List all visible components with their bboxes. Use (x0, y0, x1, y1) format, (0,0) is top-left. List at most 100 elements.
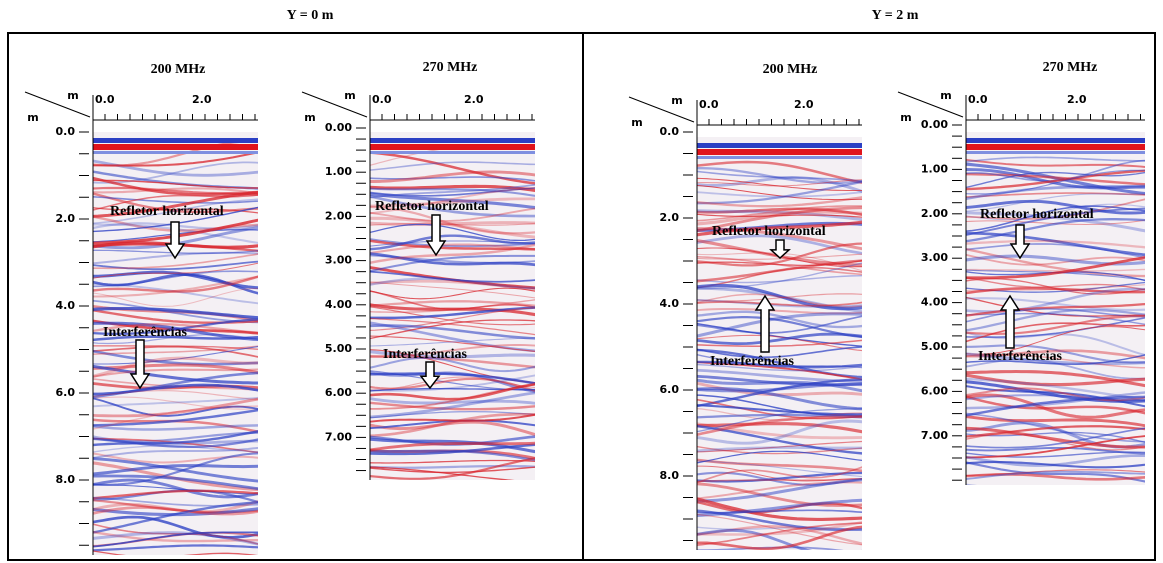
reflection (966, 203, 1145, 221)
reflection (697, 227, 862, 251)
reflection (966, 460, 1145, 469)
reflection (966, 156, 1145, 163)
reflection (370, 222, 535, 226)
reflection (966, 451, 1145, 458)
y-axis-label: m (27, 111, 38, 124)
direct-wave (93, 144, 258, 150)
reflection (697, 310, 862, 329)
reflection (966, 168, 1145, 190)
arrow (1009, 224, 1031, 260)
y-tick-label: 8.0 (56, 473, 76, 486)
reflection (966, 427, 1145, 449)
reflection (966, 199, 1145, 215)
reflection (697, 262, 862, 290)
y-tick-label: 4.00 (921, 296, 948, 309)
y-tick-label: 5.00 (921, 340, 948, 353)
annotation: Refletor horizontal (110, 204, 224, 219)
reflection (93, 397, 258, 418)
reflection (966, 395, 1145, 417)
reflection (966, 344, 1145, 364)
reflection (93, 371, 258, 399)
reflection (966, 172, 1145, 186)
y-tick-label: 8.0 (660, 469, 680, 482)
reflection (93, 501, 258, 534)
reflection (966, 349, 1145, 360)
reflection (93, 408, 258, 427)
reflection (966, 268, 1145, 272)
reflection (370, 464, 535, 469)
y-tick-label: 6.00 (921, 384, 948, 397)
reflection (697, 179, 862, 187)
y-tick-label: 0.00 (921, 118, 948, 131)
radargram-title: 200 MHz (151, 62, 206, 77)
reflection (697, 206, 862, 233)
reflection (966, 302, 1145, 317)
reflection (966, 239, 1145, 249)
y-tick-label: 3.00 (921, 251, 948, 264)
arrow (754, 294, 776, 353)
reflection (966, 184, 1145, 201)
reflection (93, 345, 258, 358)
reflection (966, 317, 1145, 338)
reflection (370, 192, 535, 210)
reflection (697, 196, 862, 208)
reflection (93, 484, 258, 495)
annotation: Refletor horizontal (980, 207, 1094, 222)
reflection (697, 407, 862, 421)
reflection (370, 279, 535, 292)
reflection (966, 387, 1145, 402)
reflection (370, 337, 535, 347)
reflection (370, 382, 535, 401)
reflection (93, 464, 258, 476)
panel-title: Y = 0 m (287, 8, 334, 23)
reflection (370, 397, 535, 405)
direct-wave (697, 143, 862, 148)
x-tick-label: 2.0 (1067, 93, 1087, 106)
reflection (370, 216, 535, 239)
reflection (697, 413, 862, 419)
reflection (697, 513, 862, 546)
direct-wave (93, 151, 258, 154)
y-tick-label: 0.0 (660, 125, 680, 138)
y-axis-label: m (304, 111, 315, 124)
reflection (93, 544, 258, 552)
reflection (370, 374, 535, 392)
reflection (697, 386, 862, 411)
arrow (999, 294, 1021, 349)
y-tick-label: 6.0 (56, 386, 76, 399)
reflection (697, 207, 862, 217)
reflection (697, 160, 862, 184)
reflection (697, 293, 862, 308)
direct-wave (370, 144, 535, 150)
x-tick-label: 2.0 (464, 93, 484, 106)
reflection (93, 430, 258, 447)
reflection (93, 356, 258, 378)
reflection (966, 425, 1145, 438)
reflection (697, 415, 862, 437)
reflection (370, 221, 535, 226)
reflection (966, 433, 1145, 451)
reflection (697, 180, 862, 205)
y-tick-label: 2.0 (56, 212, 76, 225)
reflection (697, 220, 862, 237)
arrow (419, 361, 441, 390)
reflection (93, 397, 258, 417)
reflection (370, 254, 535, 273)
reflection (697, 167, 862, 185)
reflection (370, 457, 535, 480)
reflection (93, 187, 258, 195)
reflection (966, 169, 1145, 191)
reflection (966, 473, 1145, 481)
radargram-image (370, 132, 535, 480)
reflection (93, 396, 258, 408)
reflection (697, 440, 862, 453)
reflection (697, 308, 862, 315)
direct-wave (370, 138, 535, 143)
reflection (93, 452, 258, 486)
reflection (697, 283, 862, 311)
reflection (697, 500, 862, 514)
reflection (93, 446, 258, 459)
reflection (370, 356, 535, 373)
reflection (370, 195, 535, 218)
reflection (370, 412, 535, 438)
